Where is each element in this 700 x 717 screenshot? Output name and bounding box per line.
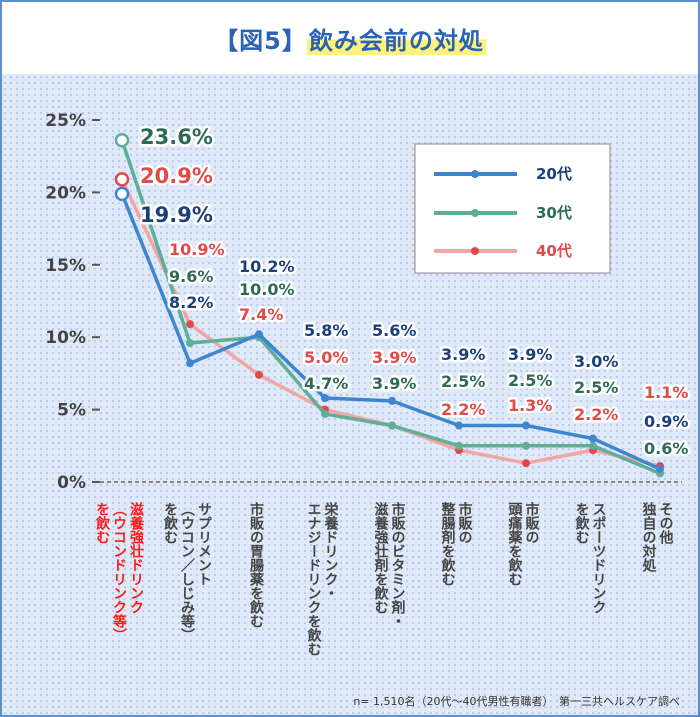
- data-label: 8.2%: [169, 293, 213, 312]
- category-label: （ウコンドリンク等）: [111, 502, 128, 642]
- data-label: 5.8%: [304, 321, 348, 340]
- series-point: [455, 421, 463, 430]
- category-label: 市販の: [457, 501, 473, 544]
- series-point: [522, 421, 530, 430]
- category-label: 市販のビタミン剤・: [390, 501, 407, 628]
- data-label: 3.9%: [441, 345, 485, 364]
- data-label: 2.5%: [441, 372, 485, 391]
- category-label: （ウコン／しじみ等）: [179, 502, 196, 642]
- y-tick-label: 20%: [45, 183, 86, 203]
- series-point: [255, 370, 263, 379]
- series-point-open: [114, 186, 130, 202]
- legend-swatch-point: [471, 209, 479, 217]
- footnote: n= 1,510名（20代～40代男性有職者） 第一三共ヘルスケア調べ: [353, 695, 680, 708]
- category-label: 滋養強壮ドリンク: [128, 501, 145, 614]
- series-point: [589, 441, 597, 450]
- plot-background: [2, 74, 698, 715]
- category-label: サプリメント: [196, 502, 212, 586]
- series-point: [255, 330, 263, 339]
- series-point: [186, 338, 194, 347]
- category-label: その他: [658, 502, 675, 545]
- data-label: 19.9%: [140, 203, 213, 227]
- data-label: 23.6%: [140, 125, 213, 149]
- y-tick-label: 0%: [57, 473, 86, 493]
- category-label: エナジードリンクを飲む: [306, 502, 323, 656]
- data-label: 10.0%: [239, 280, 295, 299]
- data-label: 10.9%: [169, 240, 225, 259]
- category-label: 独自の対処: [641, 501, 658, 573]
- category-label: 頭痛薬を飲む: [507, 502, 524, 586]
- data-label: 2.2%: [441, 400, 485, 419]
- legend-swatch-point: [471, 247, 479, 255]
- series-point-open: [114, 133, 130, 148]
- data-label: 5.6%: [372, 321, 416, 340]
- data-label: 2.5%: [508, 371, 552, 390]
- title-bar: 【図5】飲み会前の対処: [2, 2, 698, 74]
- series-point: [388, 421, 396, 430]
- y-tick-label: 5%: [57, 401, 86, 421]
- data-label: 2.2%: [574, 405, 618, 424]
- y-tick-label: 10%: [45, 328, 86, 348]
- legend-swatch-point: [471, 170, 479, 178]
- category-label: 市販の胃腸薬を飲む: [248, 501, 265, 628]
- legend-box: [414, 143, 611, 274]
- data-label: 0.6%: [644, 439, 688, 458]
- category-label: 市販の: [524, 501, 540, 544]
- series-point: [522, 441, 530, 450]
- data-label: 7.4%: [239, 305, 283, 324]
- y-tick-label: 25%: [45, 111, 86, 131]
- series-point: [656, 464, 664, 473]
- category-label: を飲む: [94, 502, 111, 544]
- data-label: 3.9%: [372, 374, 416, 393]
- series-point: [321, 394, 329, 403]
- y-tick-label: 15%: [45, 256, 86, 276]
- series-point: [522, 459, 530, 468]
- series-point: [186, 359, 194, 368]
- data-label: 9.6%: [169, 267, 213, 286]
- series-point: [186, 320, 194, 329]
- legend-label: 30代: [536, 204, 572, 222]
- legend-label: 40代: [536, 242, 572, 260]
- series-point-open: [114, 172, 130, 187]
- data-label: 0.9%: [644, 412, 688, 431]
- category-label: 栄養ドリンク・: [323, 501, 340, 600]
- data-label: 3.9%: [372, 348, 416, 367]
- series-point: [321, 409, 329, 418]
- legend-label: 20代: [536, 165, 572, 183]
- category-label: 整腸剤を飲む: [440, 501, 457, 586]
- category-label: 滋養強壮剤を飲む: [373, 501, 390, 614]
- data-label: 5.0%: [304, 348, 348, 367]
- data-label: 3.9%: [508, 345, 552, 364]
- category-label: を飲む: [162, 502, 179, 544]
- data-label: 1.1%: [644, 383, 688, 402]
- data-label: 4.7%: [304, 374, 348, 393]
- data-label: 2.5%: [574, 378, 618, 397]
- chart-title: 【図5】飲み会前の対処: [214, 21, 486, 56]
- category-label: スポーツドリンク: [591, 502, 607, 614]
- data-label: 20.9%: [140, 164, 213, 188]
- data-label: 1.3%: [508, 396, 552, 415]
- title-bracket: 【図5】: [214, 26, 307, 55]
- data-label: 3.0%: [574, 352, 618, 371]
- title-main: 飲み会前の対処: [306, 26, 486, 55]
- series-point: [589, 434, 597, 443]
- series-point: [388, 396, 396, 405]
- data-label: 10.2%: [239, 257, 295, 276]
- category-label: を飲む: [574, 502, 591, 544]
- series-point: [455, 441, 463, 450]
